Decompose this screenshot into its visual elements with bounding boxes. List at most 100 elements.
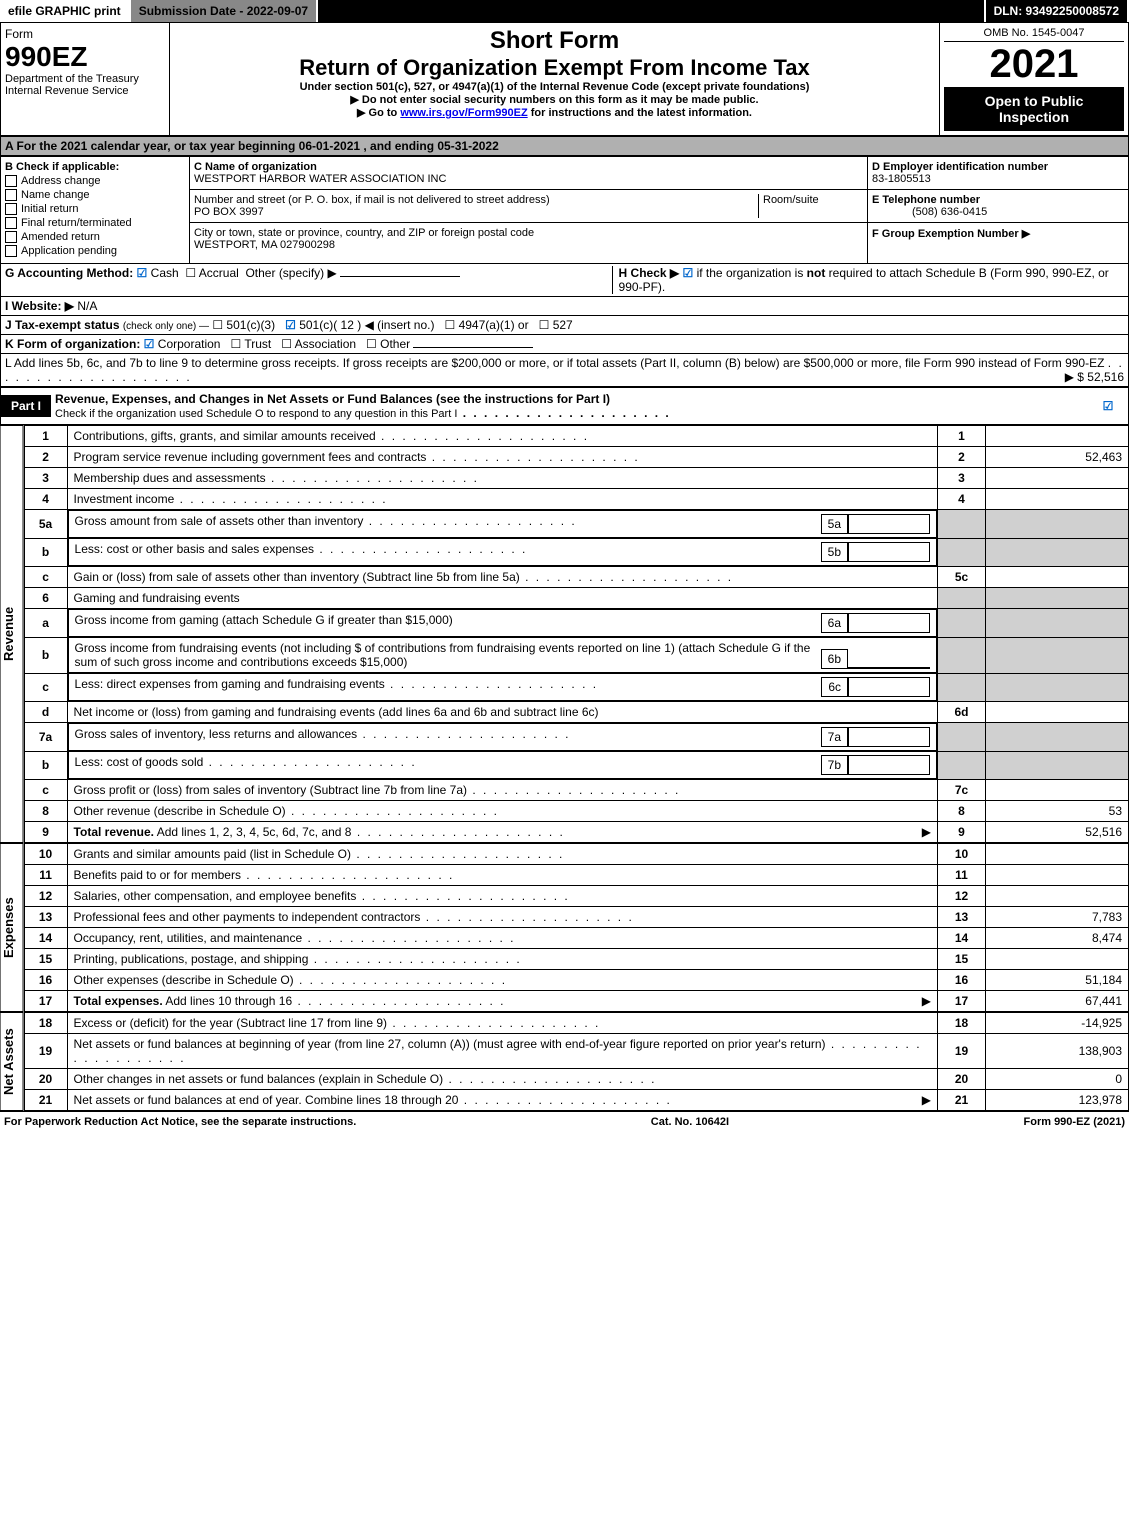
- header-right: OMB No. 1545-0047 2021 Open to Public In…: [939, 23, 1128, 135]
- topbar: efile GRAPHIC print Submission Date - 20…: [0, 0, 1129, 22]
- irs-link[interactable]: www.irs.gov/Form990EZ: [400, 107, 527, 119]
- section-c: C Name of organization WESTPORT HARBOR W…: [190, 157, 867, 263]
- header-center: Short Form Return of Organization Exempt…: [170, 23, 939, 135]
- group-exemption-label: F Group Exemption Number ▶: [872, 228, 1030, 240]
- section-j: J Tax-exempt status (check only one) — ☐…: [0, 316, 1129, 335]
- line-1: 1Contributions, gifts, grants, and simil…: [24, 426, 1128, 447]
- part-i-label: Part I: [1, 395, 51, 417]
- line-19: 19Net assets or fund balances at beginni…: [24, 1034, 1128, 1069]
- note-link: ▶ Go to www.irs.gov/Form990EZ for instru…: [174, 106, 935, 119]
- ein-cell: D Employer identification number 83-1805…: [868, 157, 1128, 190]
- line-2: 2Program service revenue including gover…: [24, 447, 1128, 468]
- footer-left: For Paperwork Reduction Act Notice, see …: [4, 1116, 356, 1128]
- section-l: L Add lines 5b, 6c, and 7b to line 9 to …: [0, 354, 1129, 387]
- phone-cell: E Telephone number (508) 636-0415: [868, 190, 1128, 223]
- line-9: 9Total revenue. Add lines 1, 2, 3, 4, 5c…: [24, 822, 1128, 843]
- form-header: Form 990EZ Department of the Treasury In…: [0, 22, 1129, 136]
- line-8: 8Other revenue (describe in Schedule O)8…: [24, 801, 1128, 822]
- check-address-change[interactable]: Address change: [5, 175, 185, 187]
- footer-mid: Cat. No. 10642I: [651, 1116, 729, 1128]
- net-assets-side-label: Net Assets: [0, 1012, 24, 1111]
- line-5b: bLess: cost or other basis and sales exp…: [24, 538, 1128, 567]
- dept-label: Department of the Treasury Internal Reve…: [5, 73, 165, 97]
- line-6d: dNet income or (loss) from gaming and fu…: [24, 702, 1128, 723]
- street-value: PO BOX 3997: [194, 206, 264, 218]
- city-label: City or town, state or province, country…: [194, 227, 534, 239]
- line-16: 16Other expenses (describe in Schedule O…: [24, 970, 1128, 991]
- note2-prefix: ▶ Go to: [357, 107, 400, 119]
- section-a: A For the 2021 calendar year, or tax yea…: [0, 136, 1129, 156]
- j-sub: (check only one) —: [123, 321, 209, 332]
- l-text: L Add lines 5b, 6c, and 7b to line 9 to …: [5, 356, 1104, 370]
- line-15: 15Printing, publications, postage, and s…: [24, 949, 1128, 970]
- form-word: Form: [5, 27, 165, 41]
- expenses-side-label: Expenses: [0, 843, 24, 1012]
- org-name: WESTPORT HARBOR WATER ASSOCIATION INC: [194, 173, 446, 185]
- j-label: J Tax-exempt status: [5, 318, 120, 332]
- section-g-h: G Accounting Method: ☑ Cash ☐ Accrual Ot…: [0, 264, 1129, 297]
- k-label: K Form of organization:: [5, 337, 140, 351]
- org-name-label: C Name of organization: [194, 161, 317, 173]
- check-h-icon: ☑: [682, 266, 693, 280]
- net-assets-section: Net Assets 18Excess or (deficit) for the…: [0, 1012, 1129, 1111]
- subline: Under section 501(c), 527, or 4947(a)(1)…: [174, 81, 935, 93]
- city-cell: City or town, state or province, country…: [190, 223, 867, 255]
- website-value: N/A: [77, 299, 97, 313]
- ein-label: D Employer identification number: [872, 161, 1048, 173]
- note-ssn: ▶ Do not enter social security numbers o…: [174, 93, 935, 106]
- omb-number: OMB No. 1545-0047: [944, 27, 1124, 42]
- part-i-check: ☑: [1088, 399, 1128, 413]
- line-13: 13Professional fees and other payments t…: [24, 907, 1128, 928]
- submission-date: Submission Date - 2022-09-07: [131, 0, 318, 22]
- line-3: 3Membership dues and assessments3: [24, 468, 1128, 489]
- check-amended-return[interactable]: Amended return: [5, 231, 185, 243]
- section-b: B Check if applicable: Address change Na…: [1, 157, 190, 263]
- g-label: G Accounting Method:: [5, 266, 133, 280]
- line-4: 4Investment income4: [24, 489, 1128, 510]
- line-7c: cGross profit or (loss) from sales of in…: [24, 780, 1128, 801]
- tax-year: 2021: [944, 42, 1124, 87]
- section-def: D Employer identification number 83-1805…: [867, 157, 1128, 263]
- h-label: H Check ▶: [619, 266, 680, 280]
- info-block: B Check if applicable: Address change Na…: [0, 156, 1129, 264]
- section-i: I Website: ▶ N/A: [0, 297, 1129, 316]
- h-text: if the organization is not required to a…: [619, 266, 1109, 294]
- section-b-title: B Check if applicable:: [5, 161, 185, 173]
- header-left: Form 990EZ Department of the Treasury In…: [1, 23, 170, 135]
- topbar-spacer: [318, 0, 985, 22]
- public-inspection-badge: Open to Public Inspection: [944, 87, 1124, 131]
- check-cash-icon: ☑: [137, 266, 148, 280]
- form-number: 990EZ: [5, 41, 165, 73]
- line-6: 6Gaming and fundraising events: [24, 588, 1128, 609]
- check-initial-return[interactable]: Initial return: [5, 203, 185, 215]
- room-label: Room/suite: [758, 194, 863, 218]
- city-value: WESTPORT, MA 027900298: [194, 239, 335, 251]
- revenue-side-label: Revenue: [0, 425, 24, 843]
- section-k: K Form of organization: ☑ Corporation ☐ …: [0, 335, 1129, 354]
- check-name-change[interactable]: Name change: [5, 189, 185, 201]
- line-7b: bLess: cost of goods sold7b: [24, 751, 1128, 780]
- line-5a: 5aGross amount from sale of assets other…: [24, 510, 1128, 539]
- line-6a: aGross income from gaming (attach Schedu…: [24, 609, 1128, 638]
- line-5c: cGain or (loss) from sale of assets othe…: [24, 567, 1128, 588]
- page-footer: For Paperwork Reduction Act Notice, see …: [0, 1111, 1129, 1132]
- return-title: Return of Organization Exempt From Incom…: [174, 55, 935, 81]
- short-form-title: Short Form: [174, 27, 935, 55]
- line-7a: 7aGross sales of inventory, less returns…: [24, 723, 1128, 752]
- phone-label: E Telephone number: [872, 194, 980, 206]
- line-6b: bGross income from fundraising events (n…: [24, 637, 1128, 673]
- line-11: 11Benefits paid to or for members11: [24, 865, 1128, 886]
- line-20: 20Other changes in net assets or fund ba…: [24, 1069, 1128, 1090]
- part-i-title: Revenue, Expenses, and Changes in Net As…: [51, 388, 1088, 424]
- net-assets-table: 18Excess or (deficit) for the year (Subt…: [24, 1012, 1129, 1111]
- dln-label: DLN: 93492250008572: [986, 0, 1129, 22]
- check-application-pending[interactable]: Application pending: [5, 245, 185, 257]
- line-10: 10Grants and similar amounts paid (list …: [24, 844, 1128, 865]
- expenses-section: Expenses 10Grants and similar amounts pa…: [0, 843, 1129, 1012]
- line-14: 14Occupancy, rent, utilities, and mainte…: [24, 928, 1128, 949]
- org-name-cell: C Name of organization WESTPORT HARBOR W…: [190, 157, 867, 190]
- footer-right: Form 990-EZ (2021): [1024, 1116, 1126, 1128]
- check-final-return[interactable]: Final return/terminated: [5, 217, 185, 229]
- expenses-table: 10Grants and similar amounts paid (list …: [24, 843, 1129, 1012]
- part-i-header: Part I Revenue, Expenses, and Changes in…: [0, 387, 1129, 425]
